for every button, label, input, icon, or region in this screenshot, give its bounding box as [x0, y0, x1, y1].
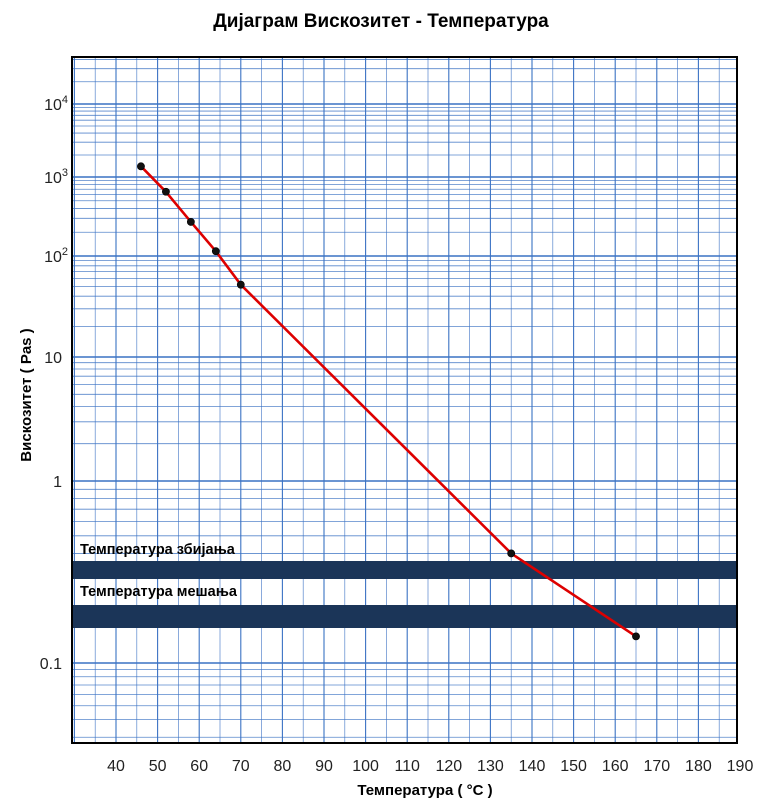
x-tick-label: 100 — [352, 758, 379, 775]
y-tick-label: 1 — [53, 474, 62, 491]
y-axis-ticks: 0.1 1 10 102 103 104 — [40, 94, 68, 673]
x-tick-label: 80 — [274, 758, 292, 775]
x-tick-label: 90 — [315, 758, 333, 775]
y-tick-label: 104 — [44, 94, 68, 114]
x-axis-ticks: 40 50 60 70 80 90 100 110 120 130 140 150 160 170 180 1… — [107, 758, 753, 775]
x-tick-label: 190 — [727, 758, 754, 775]
x-tick-label: 70 — [232, 758, 250, 775]
x-tick-label: 110 — [394, 758, 420, 775]
y-tick-label: 103 — [44, 167, 68, 187]
data-point — [632, 632, 640, 641]
x-tick-label: 130 — [477, 758, 504, 775]
temperature-bands: Температура збијања Температура мешања — [72, 542, 737, 628]
temperature-band — [72, 605, 737, 628]
data-series — [137, 162, 640, 641]
temperature-band-label: Температура збијања — [80, 542, 236, 558]
data-point — [137, 162, 145, 171]
temperature-band — [72, 561, 737, 579]
x-tick-label: 120 — [435, 758, 462, 775]
x-tick-label: 160 — [602, 758, 629, 775]
data-point — [507, 549, 516, 558]
x-tick-label: 140 — [519, 758, 546, 775]
data-point — [162, 187, 170, 196]
x-tick-label: 150 — [560, 758, 587, 775]
data-point — [211, 247, 220, 256]
y-axis-title: Вискозитет ( Pas ) — [18, 328, 35, 461]
data-point — [186, 218, 195, 226]
grid-lines — [72, 57, 737, 743]
x-tick-label: 50 — [149, 758, 167, 775]
x-axis-title: Температура ( °C ) — [357, 782, 492, 799]
chart-title: Дијаграм Вискозитет - Температура — [213, 11, 549, 32]
plot-frame — [71, 56, 738, 744]
x-tick-label: 60 — [190, 758, 208, 775]
x-tick-label: 170 — [643, 758, 670, 775]
y-tick-label: 102 — [44, 246, 68, 266]
temperature-band-label: Температура мешања — [80, 584, 238, 600]
data-point — [236, 280, 245, 289]
y-tick-label: 0.1 — [40, 656, 62, 673]
y-tick-label: 10 — [44, 350, 62, 367]
x-tick-label: 40 — [107, 758, 125, 775]
x-tick-label: 180 — [685, 758, 712, 775]
